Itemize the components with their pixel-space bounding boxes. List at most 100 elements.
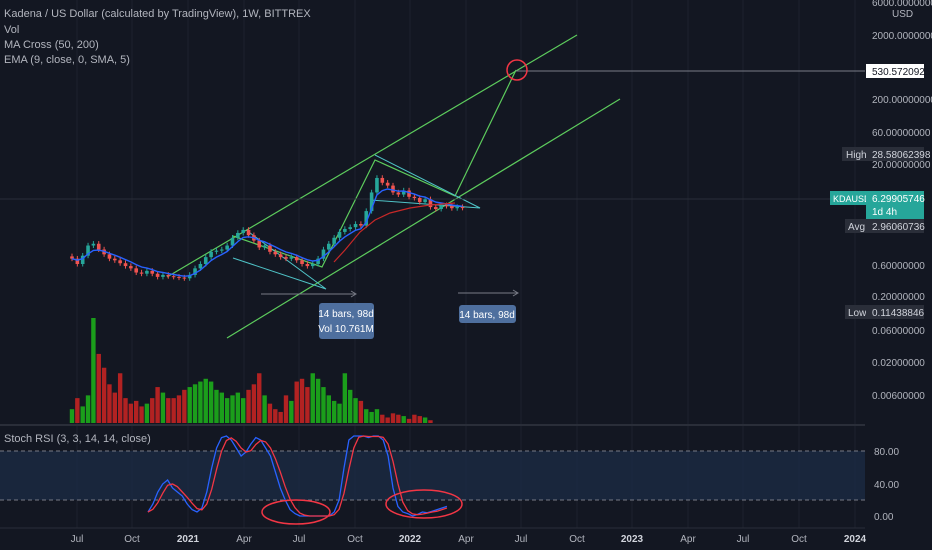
stoch-k-line [147, 435, 448, 517]
last-price-value: 6.29905746 [872, 194, 925, 205]
low-value: 0.11438846 [872, 308, 925, 319]
rsi-tick-40: 40.00 [874, 480, 899, 491]
candle [113, 255, 117, 263]
candle [80, 252, 85, 267]
volume-bar [374, 409, 380, 423]
triangle-patterns[interactable] [232, 154, 481, 290]
indicator-ma-cross[interactable]: MA Cross (50, 200) [4, 39, 99, 51]
measure-label-2 [459, 305, 516, 323]
volume-bar [144, 403, 150, 423]
price-tick-20: 20.00000000 [872, 160, 931, 171]
candle [91, 241, 96, 249]
candle [300, 257, 304, 267]
volume-bar [417, 416, 422, 423]
high-tag-label [842, 147, 866, 161]
volume-bar [315, 378, 321, 423]
indicator-ema[interactable]: EMA (9, close, 0, SMA, 5) [4, 54, 130, 66]
volume-bar [321, 387, 326, 423]
volume-bar [251, 384, 257, 423]
volume-bar [337, 403, 342, 423]
volume-bar [117, 373, 123, 423]
candle [343, 226, 347, 235]
time-tick-oct-2020: Oct [124, 534, 140, 545]
volume-bar [235, 392, 241, 423]
candle [385, 180, 390, 189]
volume-bar [428, 420, 433, 423]
measure-2-bars: 14 bars, 98d [459, 310, 515, 321]
candle [428, 196, 433, 210]
price-tick-0.02: 0.02000000 [872, 358, 925, 369]
volume-bar [224, 398, 230, 423]
candle [332, 235, 336, 247]
high-tag [866, 147, 924, 161]
chart-legend[interactable]: Kadena / US Dollar (calculated by Tradin… [4, 8, 311, 66]
last-price-tag [866, 191, 924, 219]
low-tag-label [845, 305, 866, 319]
candle [155, 270, 160, 280]
low-label: Low [848, 308, 867, 319]
time-tick-2021: 2021 [177, 534, 200, 545]
volume-bar [96, 353, 101, 423]
target-highlight-circle[interactable] [506, 59, 528, 81]
high-label: High [846, 150, 867, 161]
volume-bar [283, 395, 289, 423]
volume-bar [422, 417, 428, 423]
rsi-title: Stoch RSI (3, 3, 14, 14, close) [4, 433, 151, 445]
avg-tag-label [845, 219, 866, 233]
volume-bar [107, 384, 112, 423]
volume-bar [192, 384, 198, 423]
volume-bar [150, 398, 155, 423]
price-tick-0.6: 0.60000000 [872, 261, 925, 272]
projection-path[interactable] [232, 69, 517, 268]
triangle-1[interactable] [232, 229, 327, 290]
candle [161, 272, 165, 280]
volume-bar [134, 400, 139, 423]
volume-bar [139, 406, 144, 423]
volume-bar [299, 378, 305, 423]
volume-bar [273, 409, 278, 423]
measure-tool-2[interactable]: 14 bars, 98d [458, 289, 519, 323]
time-tick-2022: 2022 [399, 534, 422, 545]
volume-bar [406, 418, 412, 423]
channel-lower-line[interactable] [226, 98, 621, 339]
candle [305, 261, 310, 269]
volume-bar [364, 409, 369, 423]
candle [289, 254, 294, 262]
measure-label-1 [319, 303, 374, 339]
candle [70, 253, 74, 262]
price-axis[interactable]: 6000.00000000 USD 2000.00000000 200.0000… [830, 0, 932, 550]
bar-countdown: 1d 4h [872, 207, 897, 218]
time-tick-jul-2020: Jul [71, 534, 84, 545]
time-axis[interactable]: Jul Oct 2021 Apr Jul Oct 2022 Apr Jul Oc… [0, 527, 867, 545]
indicator-vol[interactable]: Vol [4, 24, 19, 36]
high-value: 28.58062398 [872, 150, 931, 161]
rsi-tick-80: 80.00 [874, 447, 899, 458]
candle [407, 187, 411, 200]
candle [241, 227, 245, 236]
candle [145, 268, 149, 277]
volume-bar [187, 387, 192, 423]
volume-bar [155, 387, 160, 423]
avg-label: Avg [848, 222, 865, 233]
volume-bar [294, 381, 299, 423]
candle [412, 194, 417, 201]
volume-bar [305, 387, 310, 423]
candle [434, 204, 438, 212]
time-tick-jul-2022: Jul [515, 534, 528, 545]
price-tick-200: 200.00000000 [872, 95, 932, 106]
candle [209, 249, 213, 260]
stoch-rsi-panel: Stoch RSI (3, 3, 14, 14, close) [0, 433, 865, 525]
price-tick-0.2: 0.20000000 [872, 292, 925, 303]
grid-lines [76, 0, 856, 528]
candle [375, 175, 379, 195]
measure-tool-1[interactable]: 14 bars, 98d Vol 10.761M [261, 290, 374, 339]
rsi-tick-0: 0.00 [874, 512, 894, 523]
triangle-2[interactable] [369, 154, 481, 209]
volume-bar [166, 398, 171, 423]
ema-line [71, 188, 463, 277]
candle [262, 242, 267, 250]
ma-cross-line [333, 202, 456, 263]
measure-1-volume: Vol 10.761M [318, 324, 374, 335]
candle [327, 241, 331, 253]
